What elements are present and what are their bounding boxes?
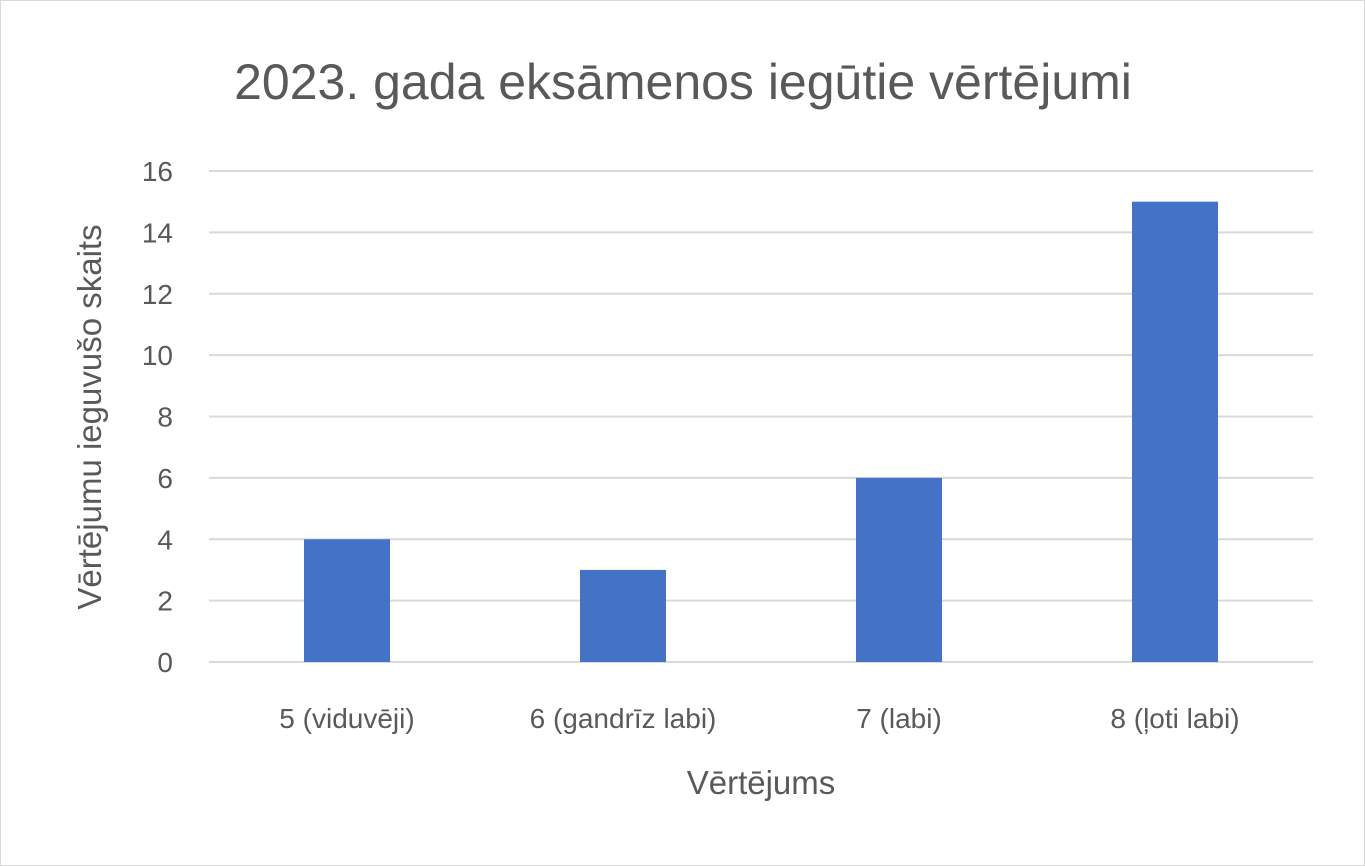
- y-tick-label: 10: [142, 340, 173, 371]
- chart-title: 2023. gada eksāmenos iegūtie vērtējumi: [234, 54, 1132, 110]
- y-tick-label: 12: [142, 279, 173, 310]
- y-tick-label: 8: [157, 402, 173, 433]
- bars: [304, 201, 1218, 662]
- y-tick-label: 14: [142, 217, 173, 248]
- x-tick-label: 6 (gandrīz labi): [530, 703, 717, 734]
- bar: [580, 569, 666, 662]
- bar: [856, 477, 942, 662]
- x-axis-ticks: 5 (viduvēji) 6 (gandrīz labi) 7 (labi) 8 (ļ…: [279, 703, 1239, 734]
- x-tick-label: 7 (labi): [856, 703, 942, 734]
- y-tick-label: 16: [142, 156, 173, 187]
- x-tick-label: 8 (ļoti labi): [1110, 703, 1239, 734]
- y-axis-title: Vērtējumu ieguvušo skaits: [71, 224, 108, 609]
- y-tick-label: 4: [157, 524, 173, 555]
- y-axis-ticks: 0 2 4 6 8 10 12 14 16: [142, 156, 173, 678]
- y-tick-label: 0: [157, 647, 173, 678]
- gridlines: [209, 170, 1313, 663]
- y-tick-label: 6: [157, 463, 173, 494]
- bar: [1132, 201, 1218, 662]
- bar: [304, 539, 390, 662]
- y-tick-label: 2: [157, 586, 173, 617]
- x-axis-title: Vērtējums: [687, 764, 836, 801]
- x-tick-label: 5 (viduvēji): [279, 703, 414, 734]
